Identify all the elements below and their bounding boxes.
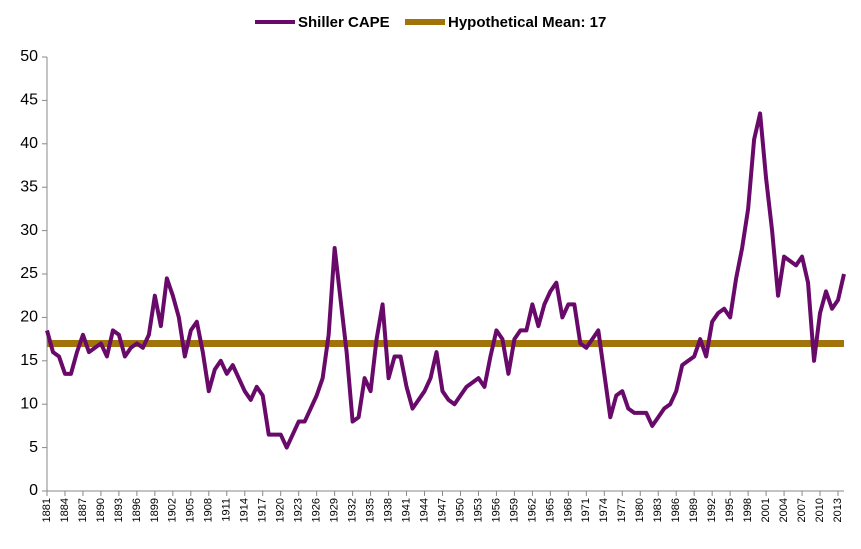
x-tick-label: 1953	[472, 498, 484, 522]
x-tick-label: 1914	[239, 498, 251, 522]
x-tick-label: 1911	[221, 498, 233, 522]
x-tick-label: 1929	[329, 498, 341, 522]
x-tick-label: 1992	[706, 498, 718, 522]
x-tick-label: 1902	[167, 498, 179, 522]
x-tick-label: 1887	[77, 498, 89, 522]
x-tick-label: 1998	[742, 498, 754, 522]
series-line	[45, 111, 846, 450]
x-tick-label: 1893	[113, 498, 125, 522]
x-tick-label: 2013	[832, 498, 844, 522]
x-tick-label: 1980	[634, 498, 646, 522]
x-tick-label: 1932	[347, 498, 359, 522]
x-tick-label: 1965	[544, 498, 556, 522]
y-tick-label: 10	[20, 395, 38, 412]
x-tick-label: 1995	[724, 498, 736, 522]
x-tick-label: 1950	[454, 498, 466, 522]
x-tick-label: 2007	[796, 498, 808, 522]
y-tick-label: 25	[20, 265, 38, 282]
y-tick-label: 45	[20, 92, 38, 109]
x-tick-label: 1974	[598, 498, 610, 522]
legend-label: Hypothetical Mean: 17	[448, 14, 606, 31]
x-tick-label: 1968	[562, 498, 574, 522]
x-tick-label: 1944	[418, 498, 430, 522]
x-tick-label: 1956	[490, 498, 502, 522]
x-tick-label: 1947	[436, 498, 448, 522]
x-tick-label: 1917	[257, 498, 269, 522]
y-tick-label: 50	[20, 48, 38, 65]
x-tick-label: 1989	[688, 498, 700, 522]
x-tick-label: 1983	[652, 498, 664, 522]
y-tick-label: 30	[20, 222, 38, 239]
x-tick-label: 1884	[59, 498, 71, 522]
x-tick-label: 1938	[382, 498, 394, 522]
y-tick-label: 20	[20, 309, 38, 326]
y-tick-label: 5	[29, 439, 38, 456]
x-tick-label: 1899	[149, 498, 161, 522]
x-tick-label: 1935	[365, 498, 377, 522]
x-tick-label: 1941	[400, 498, 412, 522]
x-tick-label: 1923	[293, 498, 305, 522]
x-tick-label: 1908	[203, 498, 215, 522]
x-tick-label: 2004	[778, 498, 790, 522]
x-tick-label: 1896	[131, 498, 143, 522]
x-tick-label: 1881	[41, 498, 53, 522]
y-tick-label: 40	[20, 135, 38, 152]
x-tick-label: 1920	[275, 498, 287, 522]
x-tick-label: 1977	[616, 498, 628, 522]
y-tick-label: 0	[29, 482, 38, 499]
y-tick-label: 15	[20, 352, 38, 369]
x-tick-label: 1962	[526, 498, 538, 522]
x-tick-label: 1905	[185, 498, 197, 522]
legend-label: Shiller CAPE	[298, 14, 390, 31]
x-tick-label: 2010	[814, 498, 826, 522]
x-tick-label: 1890	[95, 498, 107, 522]
x-tick-label: 1959	[508, 498, 520, 522]
x-tick-label: 2001	[760, 498, 772, 522]
x-tick-label: 1971	[580, 498, 592, 522]
y-tick-label: 35	[20, 178, 38, 195]
x-tick-label: 1986	[670, 498, 682, 522]
x-tick-label: 1926	[311, 498, 323, 522]
